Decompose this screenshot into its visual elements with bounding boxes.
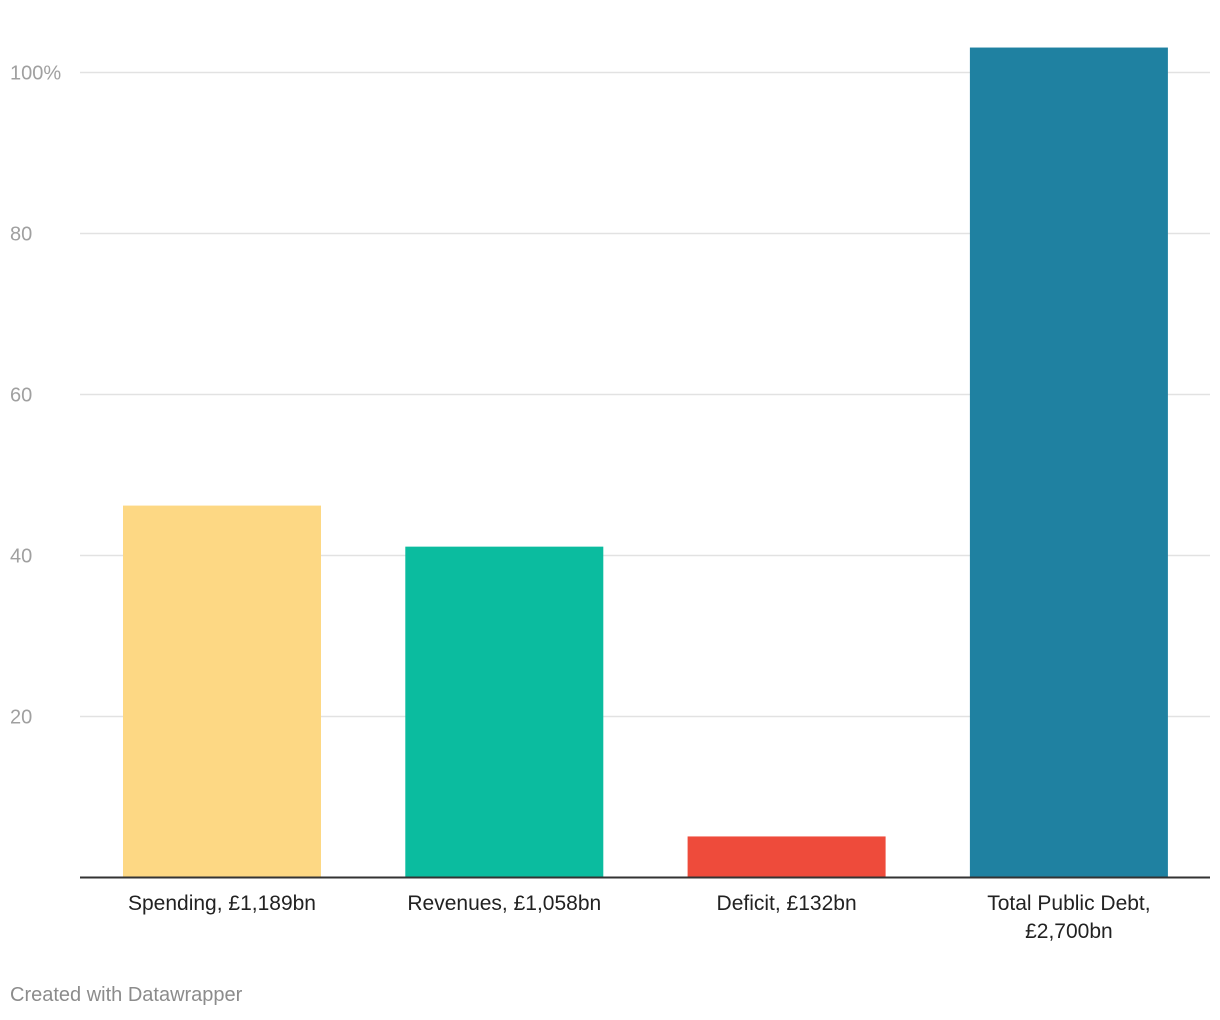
- y-tick-label: 100%: [10, 63, 61, 85]
- y-tick-label: 60: [10, 385, 32, 407]
- y-axis-ticks: 20 40 60 80 100%: [10, 63, 61, 729]
- x-tick-label: Spending, £1,189bn: [128, 892, 316, 915]
- bar: [687, 836, 886, 878]
- y-tick-label: 40: [10, 546, 32, 568]
- x-tick-label: Revenues, £1,058bn: [407, 892, 601, 915]
- bar: [123, 505, 321, 878]
- category-labels: Spending, £1,189bn Revenues, £1,058bn Defi…: [128, 892, 1151, 943]
- y-tick-label: 80: [10, 224, 32, 246]
- x-tick-label: £2,700bn: [1025, 920, 1113, 943]
- x-tick-label: Total Public Debt,: [987, 892, 1150, 915]
- y-tick-label: 20: [10, 707, 32, 729]
- x-tick-label: Deficit, £132bn: [717, 892, 857, 915]
- bar: [969, 47, 1168, 878]
- credit-text: Created with Datawrapper: [10, 984, 243, 1006]
- bar: [405, 546, 604, 878]
- bars: [123, 47, 1168, 878]
